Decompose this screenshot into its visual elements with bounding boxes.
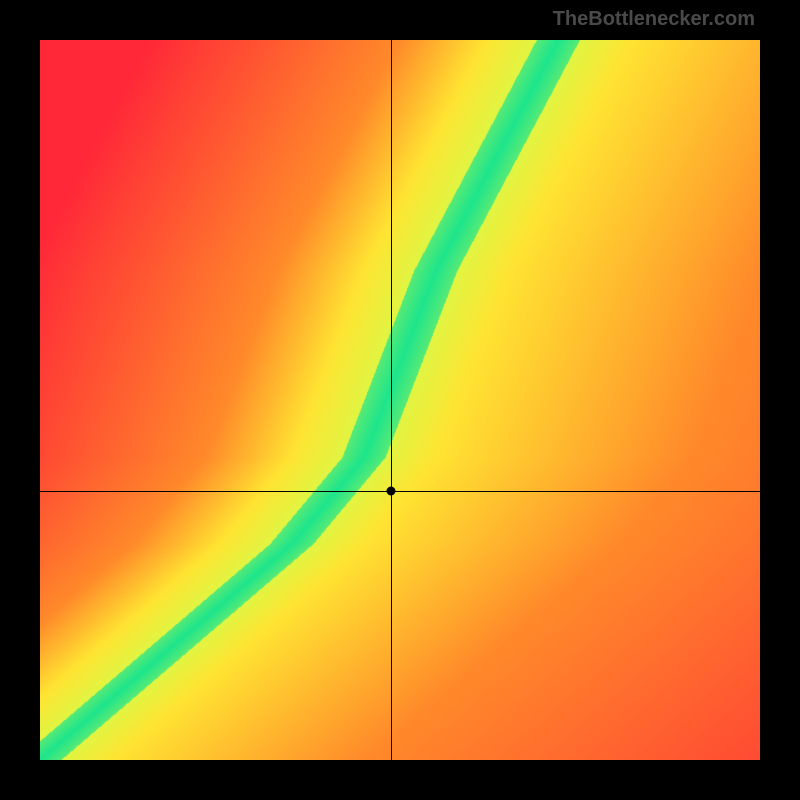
crosshair-vertical xyxy=(391,40,392,760)
plot-area xyxy=(40,40,760,760)
crosshair-marker xyxy=(387,487,396,496)
heatmap-canvas xyxy=(40,40,760,760)
watermark-text: TheBottlenecker.com xyxy=(553,8,755,31)
crosshair-horizontal xyxy=(40,491,760,492)
chart-container: TheBottlenecker.com xyxy=(0,0,800,800)
